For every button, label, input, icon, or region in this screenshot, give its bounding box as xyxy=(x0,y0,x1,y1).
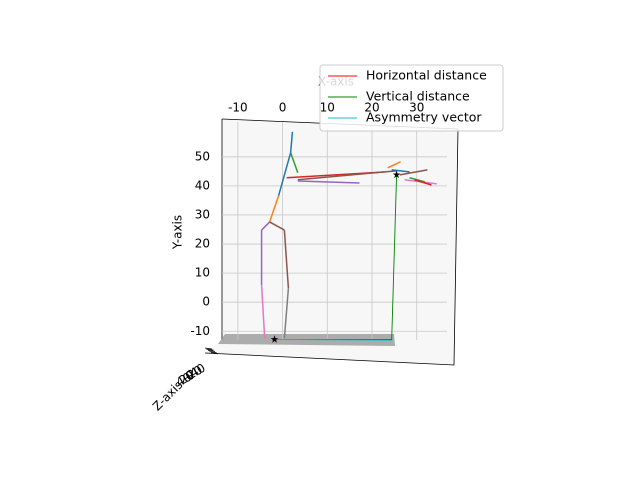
legend-label: Vertical distance xyxy=(366,89,470,104)
y-tick-label: 40 xyxy=(195,178,210,192)
x-tick-label: 10 xyxy=(320,101,335,115)
skeleton-segment xyxy=(399,169,428,176)
legend-box xyxy=(319,64,504,132)
axis-line xyxy=(204,128,459,366)
plot-area xyxy=(222,122,447,343)
skeleton-segment xyxy=(283,230,290,289)
series-line xyxy=(274,338,392,341)
z-tick xyxy=(207,350,216,352)
skeleton-segment xyxy=(289,131,294,153)
z-tick xyxy=(210,352,219,355)
legend: Horizontal distance Vertical distance Asym… xyxy=(319,64,504,132)
skeleton-segment xyxy=(297,170,398,181)
skeleton-segment xyxy=(289,152,299,174)
skeleton-segment xyxy=(268,195,280,223)
z-tick-label: 40 xyxy=(174,370,194,390)
y-tick-label: 30 xyxy=(195,207,210,221)
x-tick-label: 30 xyxy=(409,101,424,115)
skeleton-segment xyxy=(277,152,292,196)
y-axis-label: Y-axis xyxy=(171,215,185,250)
skeleton-segment xyxy=(260,284,266,339)
z-tick xyxy=(209,351,217,353)
skeleton-segment xyxy=(391,169,410,173)
pane xyxy=(205,119,458,365)
series-line xyxy=(391,174,398,341)
skeleton-segment xyxy=(414,179,432,186)
y-tick-label: 10 xyxy=(195,266,210,280)
skeleton-segment xyxy=(409,177,425,183)
z-tick-label: 20 xyxy=(177,368,197,388)
y-tick-label: 0 xyxy=(202,295,210,309)
legend-items: Horizontal distance Vertical distance Asym… xyxy=(328,68,487,125)
y-tick-label: -10 xyxy=(190,324,210,338)
skeleton-segment xyxy=(269,221,285,231)
y-tick-label: 50 xyxy=(195,149,210,163)
skeleton-segment xyxy=(261,221,271,231)
x-tick-label: 20 xyxy=(364,101,379,115)
x-tick-label: -10 xyxy=(228,101,248,115)
legend-label: Asymmetry vector xyxy=(366,110,482,125)
legend-label: Horizontal distance xyxy=(366,68,487,83)
star-marker xyxy=(392,170,401,179)
z-tick xyxy=(206,348,214,351)
skeleton-segment xyxy=(283,288,290,339)
x-tick-label: 0 xyxy=(279,101,287,115)
skeleton-segment xyxy=(297,180,360,184)
star-marker xyxy=(270,335,279,343)
skeleton-segment xyxy=(387,161,401,169)
y-tick-label: 20 xyxy=(195,237,210,251)
z-tick xyxy=(204,347,213,350)
